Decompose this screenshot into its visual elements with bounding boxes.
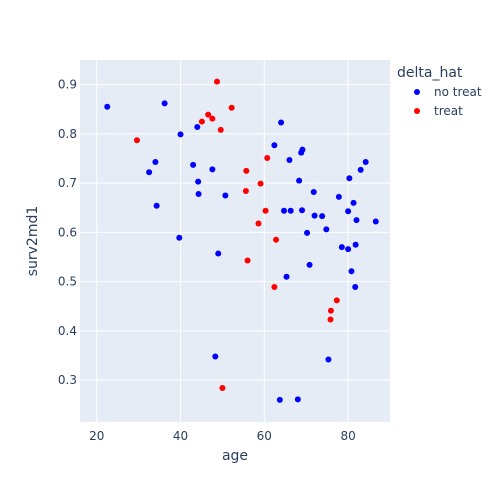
point-no-treat <box>352 241 359 248</box>
point-no-treat <box>271 142 278 149</box>
point-no-treat <box>190 161 197 168</box>
y-tick-label: 0.4 <box>58 324 77 338</box>
legend-marker-treat <box>414 108 420 114</box>
legend-label-no-treat: no treat <box>434 85 482 99</box>
point-treat <box>217 126 224 133</box>
point-no-treat <box>215 250 222 257</box>
point-no-treat <box>299 207 306 214</box>
point-no-treat <box>346 175 353 182</box>
y-axis-ticks: 0.3 0.4 0.5 0.6 0.7 0.8 0.9 <box>58 78 77 388</box>
point-no-treat <box>209 166 216 173</box>
y-tick-label: 0.5 <box>58 275 77 289</box>
point-treat <box>273 236 280 243</box>
x-tick-label: 20 <box>89 429 104 443</box>
point-no-treat <box>319 213 326 220</box>
point-no-treat <box>286 156 293 163</box>
point-no-treat <box>338 244 345 251</box>
x-axis-ticks: 20 40 60 80 <box>89 429 356 443</box>
point-no-treat <box>281 207 288 214</box>
point-treat <box>209 115 216 122</box>
point-treat <box>262 207 269 214</box>
point-no-treat <box>345 246 352 253</box>
y-tick-label: 0.7 <box>58 176 77 190</box>
point-no-treat <box>296 177 303 184</box>
point-no-treat <box>299 146 306 153</box>
point-no-treat <box>152 158 159 165</box>
point-no-treat <box>353 217 360 224</box>
grid-lines <box>80 60 390 422</box>
y-axis-title: surv2md1 <box>25 206 41 277</box>
point-no-treat <box>153 202 160 209</box>
point-treat <box>133 137 140 144</box>
point-treat <box>205 111 212 118</box>
point-no-treat <box>104 103 111 110</box>
point-no-treat <box>348 268 355 275</box>
point-no-treat <box>195 190 202 197</box>
point-no-treat <box>306 261 313 268</box>
point-treat <box>219 385 226 392</box>
y-tick-label: 0.9 <box>58 78 77 92</box>
point-treat <box>264 155 271 162</box>
point-no-treat <box>195 178 202 185</box>
legend: delta_hat no treat treat <box>397 65 482 118</box>
point-treat <box>271 284 278 291</box>
point-no-treat <box>176 234 183 241</box>
legend-title: delta_hat <box>397 65 463 81</box>
point-treat <box>327 316 334 323</box>
point-treat <box>242 188 249 195</box>
point-treat <box>333 297 340 304</box>
point-treat <box>198 118 205 125</box>
x-tick-label: 40 <box>173 429 188 443</box>
x-tick-label: 60 <box>257 429 272 443</box>
point-treat <box>257 180 264 187</box>
point-no-treat <box>335 193 342 200</box>
point-no-treat <box>276 396 283 403</box>
point-treat <box>228 104 235 111</box>
point-no-treat <box>352 284 359 291</box>
point-no-treat <box>283 273 290 280</box>
point-no-treat <box>325 356 332 363</box>
point-no-treat <box>194 123 201 130</box>
y-tick-label: 0.8 <box>58 127 77 141</box>
point-no-treat <box>212 353 219 360</box>
point-no-treat <box>357 166 364 173</box>
point-no-treat <box>304 229 311 236</box>
point-no-treat <box>177 131 184 138</box>
point-treat <box>213 78 220 85</box>
data-points <box>104 78 379 403</box>
point-no-treat <box>222 192 229 199</box>
point-no-treat <box>350 199 357 206</box>
point-treat <box>244 257 251 264</box>
point-no-treat <box>278 119 285 126</box>
legend-marker-no-treat <box>414 89 420 95</box>
point-no-treat <box>294 396 301 403</box>
plot-area <box>80 60 390 422</box>
y-tick-label: 0.6 <box>58 225 77 239</box>
x-axis-title: age <box>222 448 248 464</box>
point-no-treat <box>362 158 369 165</box>
point-no-treat <box>287 207 294 214</box>
point-treat <box>243 167 250 174</box>
point-no-treat <box>323 226 330 233</box>
y-tick-label: 0.3 <box>58 373 77 387</box>
point-no-treat <box>161 100 168 107</box>
point-no-treat <box>310 188 317 195</box>
point-treat <box>255 220 262 227</box>
point-treat <box>327 307 334 314</box>
x-tick-label: 80 <box>340 429 355 443</box>
legend-label-treat: treat <box>434 104 463 118</box>
point-no-treat <box>345 208 352 215</box>
point-no-treat <box>146 169 153 176</box>
point-no-treat <box>372 218 379 225</box>
point-no-treat <box>311 212 318 219</box>
